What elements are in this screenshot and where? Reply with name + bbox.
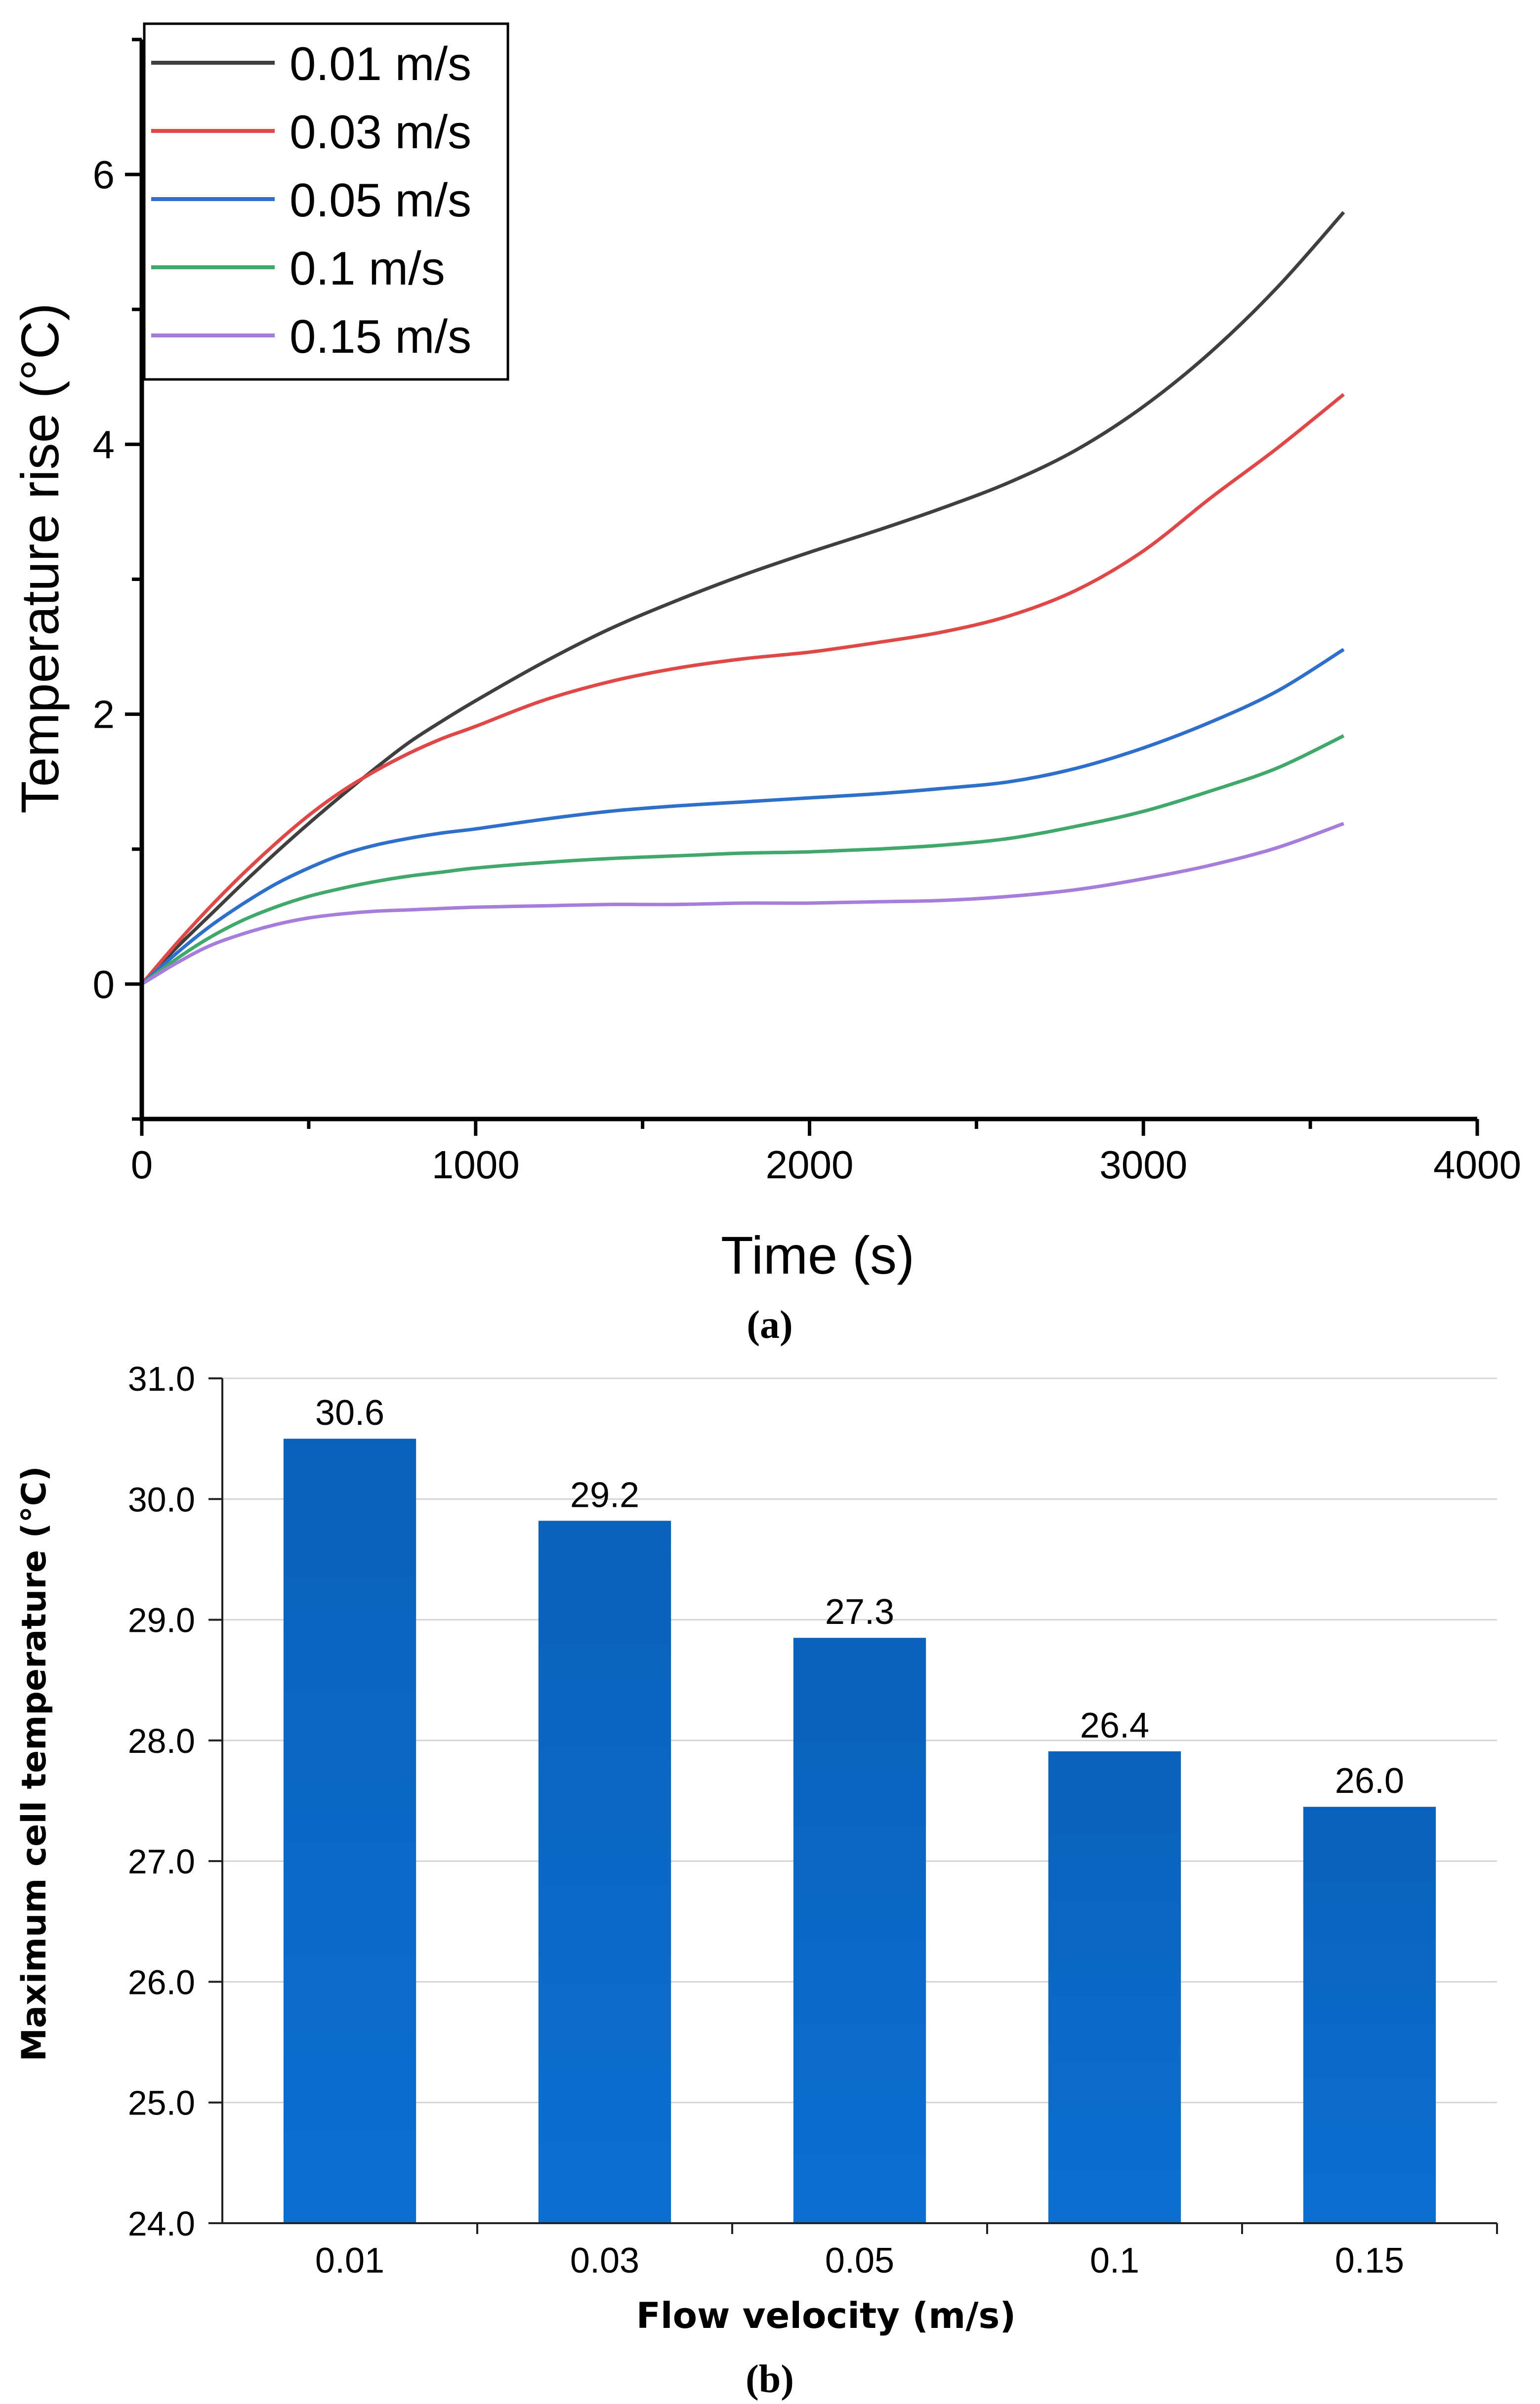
y-tick-label: 31.0 (128, 1360, 195, 1398)
bar-0.01 (283, 1439, 416, 2223)
x-tick-label: 3000 (1099, 1143, 1187, 1187)
x-tick-label: 0 (131, 1143, 153, 1187)
bar-0.05 (793, 1638, 926, 2223)
bar-chart-panel: 24.0 25.0 26.0 27.0 28.0 29.0 30.0 31.0 … (15, 1360, 1498, 2401)
legend-label: 0.01 m/s (290, 38, 471, 90)
x-tick-label: 4000 (1433, 1143, 1521, 1187)
legend-label: 0.1 m/s (290, 242, 445, 295)
bar-data-label: 29.2 (570, 1475, 639, 1515)
y-tick-label: 27.0 (128, 1842, 195, 1881)
bar-data-label: 26.0 (1335, 1761, 1404, 1801)
y-tick-label: 6 (93, 153, 115, 197)
x-category-label: 0.03 (570, 2241, 639, 2280)
x-axis-title: Time (s) (721, 1225, 915, 1285)
y-axis-title: Temperature rise (°C) (10, 303, 70, 813)
bar-data-label: 26.4 (1080, 1706, 1149, 1745)
y-tick-label: 28.0 (128, 1722, 195, 1760)
x-category-label: 0.05 (825, 2241, 894, 2280)
series-line-1 (140, 393, 1345, 986)
x-tick-label: 1000 (432, 1143, 520, 1187)
axis-ticks (208, 1377, 1498, 2234)
y-tick-label: 24.0 (128, 2204, 195, 2243)
y-tick-label: 4 (93, 422, 115, 466)
y-tick-label: 29.0 (128, 1601, 195, 1640)
line-chart-series-group (140, 211, 1345, 986)
series-line-0 (140, 211, 1345, 986)
bars-group (283, 1439, 1436, 2223)
axis-ticks (125, 38, 1479, 1136)
x-category-label: 0.1 (1090, 2241, 1139, 2280)
bar-data-label: 27.3 (825, 1592, 894, 1632)
series-line-2 (140, 648, 1345, 986)
panel-label-b: (b) (746, 2358, 794, 2401)
bar-0.1 (1048, 1751, 1181, 2223)
panel-label-a: (a) (747, 1303, 792, 1347)
y-axis-title: Maximum cell temperature (°C) (15, 1466, 54, 2061)
x-category-label: 0.01 (315, 2241, 384, 2280)
series-line-3 (140, 734, 1345, 986)
line-chart-panel: 0 1000 2000 3000 4000 0 2 4 6 Time (s) T… (10, 22, 1521, 1347)
y-tick-label: 0 (93, 962, 115, 1006)
legend-label: 0.05 m/s (290, 174, 471, 227)
x-axis-title: Flow velocity (m/s) (636, 2295, 1016, 2336)
bar-0.15 (1303, 1807, 1436, 2223)
x-tick-label: 2000 (766, 1143, 854, 1187)
x-category-label: 0.15 (1335, 2241, 1404, 2280)
bar-data-label: 30.6 (315, 1393, 384, 1433)
y-tick-label: 25.0 (128, 2084, 195, 2122)
legend: 0.01 m/s 0.03 m/s 0.05 m/s 0.1 m/s 0.15 … (143, 22, 509, 381)
legend-box (143, 22, 509, 381)
y-tick-label: 2 (93, 693, 115, 737)
y-tick-label: 30.0 (128, 1480, 195, 1519)
legend-label: 0.03 m/s (290, 106, 471, 159)
legend-label: 0.15 m/s (290, 310, 471, 363)
bar-0.03 (538, 1521, 671, 2223)
y-tick-label: 26.0 (128, 1963, 195, 2001)
series-line-4 (141, 822, 1344, 986)
